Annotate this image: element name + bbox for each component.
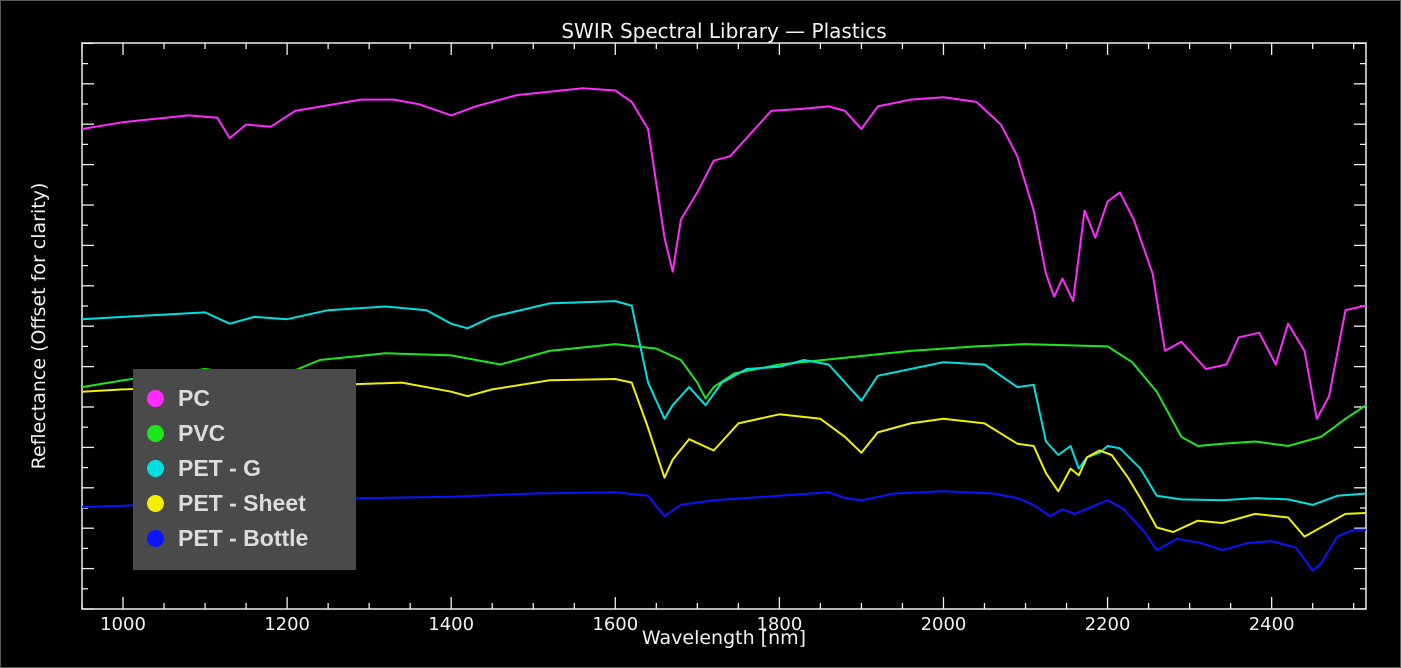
plot-area: 1000 1200 1400 1600 1800 2000 2200 2400: [81, 42, 1367, 635]
axis-ticks: 1000 1200 1400 1600 1800 2000 2200 2400: [81, 42, 1366, 635]
x-tick-label: 1000: [100, 614, 146, 635]
y-axis-label: Reflectance (Offset for clarity): [28, 183, 50, 470]
x-tick-label: 2400: [1249, 614, 1295, 635]
series-line-pet-g: [81, 300, 1367, 506]
legend-label: PVC: [178, 419, 226, 446]
legend-item: PET - Bottle: [147, 521, 308, 555]
series-layer: [81, 87, 1367, 572]
legend-label: PET - Sheet: [178, 489, 306, 516]
legend-item: PVC: [147, 416, 225, 450]
legend-item: PC: [147, 381, 210, 415]
chart-title: SWIR Spectral Library — Plastics: [561, 19, 886, 43]
series-line-pet-sheet: [81, 378, 1367, 538]
x-tick-label: 1600: [592, 614, 638, 635]
series-line-pc: [81, 87, 1367, 420]
legend-swatch: [147, 389, 164, 407]
legend-swatch: [147, 459, 164, 477]
x-tick-label: 2200: [1085, 614, 1131, 635]
legend-label: PC: [178, 384, 210, 411]
x-tick-label: 2000: [921, 614, 967, 635]
legend-swatch: [147, 529, 164, 547]
legend-swatch: [147, 494, 164, 512]
legend-label: PET - Bottle: [178, 524, 309, 551]
legend: PC PVC PET - G PET - Sheet PET - Bottle: [133, 369, 356, 570]
x-tick-label: 1400: [428, 614, 474, 635]
legend-item: PET - G: [147, 451, 261, 485]
x-axis-label: Wavelength [nm]: [642, 627, 806, 649]
legend-swatch: [147, 424, 164, 442]
x-tick-label: 1200: [264, 614, 310, 635]
legend-label: PET - G: [178, 454, 262, 481]
legend-item: PET - Sheet: [147, 486, 306, 520]
x-tick-label: 1800: [756, 614, 802, 635]
series-line-pet-bottle: [81, 490, 1366, 572]
